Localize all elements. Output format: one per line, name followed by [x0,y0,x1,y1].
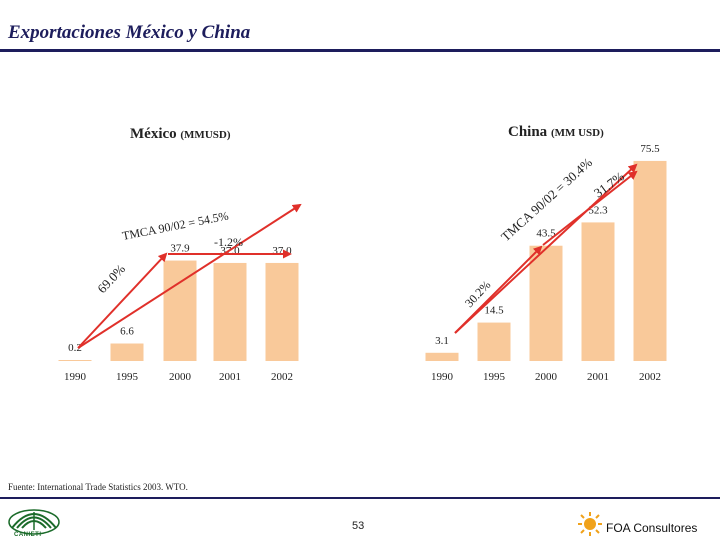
cn-annot-31: 31.7% [591,168,627,200]
cn-category-label-2000: 2000 [535,371,558,383]
cn-category-label-1995: 1995 [483,371,506,383]
footer-divider [0,497,720,499]
cn-bar-1990 [425,352,459,361]
cn-value-label-2001: 52.3 [588,204,608,216]
cn-category-label-2001: 2001 [587,371,609,383]
cn-value-label-2002: 75.5 [640,143,660,155]
mx-arrow-69 [77,252,168,349]
cn-value-label-1990: 3.1 [435,335,449,347]
mx-category-label-2000: 2000 [169,371,192,383]
cn-bar-2002 [633,160,667,361]
mx-category-label-2002: 2002 [271,371,293,383]
source-note: Fuente: International Trade Statistics 2… [8,482,188,492]
cn-arrow-tmca [454,163,638,334]
page-number: 53 [352,520,365,532]
china-chart-title: China (MM USD) [508,124,604,141]
page-title: Exportaciones México y China [8,22,251,43]
mx-category-label-1995: 1995 [116,371,139,383]
mx-bar-1990 [58,360,92,361]
mx-bar-1995 [110,343,144,361]
china-title-unit: (MM USD) [550,127,604,139]
mexico-chart-title: México (MMUSD) [130,126,231,143]
mexico-title-text: México [130,126,177,142]
title-divider [0,49,720,52]
cn-bar-2001 [581,222,615,361]
cn-value-label-2000: 43.5 [536,228,556,240]
mx-category-label-1990: 1990 [64,371,87,383]
mx-annot-69: 69.0% [94,261,128,296]
cn-bar-2000 [529,245,563,361]
mx-bar-2001 [213,262,247,361]
cn-category-label-1990: 1990 [431,371,454,383]
cn-arrow-30 [454,245,543,334]
cn-arrow-31 [542,170,638,246]
mx-arrow-tmca [77,203,302,349]
mx-value-label-1990: 0.2 [68,342,82,354]
mx-bar-2002 [265,262,299,361]
mx-value-label-1995: 6.6 [120,326,134,338]
cn-category-label-2002: 2002 [639,371,661,383]
mexico-title-unit: (MMUSD) [180,129,231,141]
mx-value-label-2002: 37.0 [272,245,292,257]
mx-bar-2000 [163,260,197,361]
mx-annot-neg: -1.2% [214,235,243,249]
canieti-brand-text: CANIETI [14,532,42,538]
mx-value-label-2000: 37.9 [170,243,190,255]
mx-category-label-2001: 2001 [219,371,241,383]
china-title-text: China [508,124,548,140]
cn-bar-1995 [477,322,511,361]
cn-value-label-1995: 14.5 [484,305,504,317]
foa-brand-text: FOA Consultores [606,521,698,535]
